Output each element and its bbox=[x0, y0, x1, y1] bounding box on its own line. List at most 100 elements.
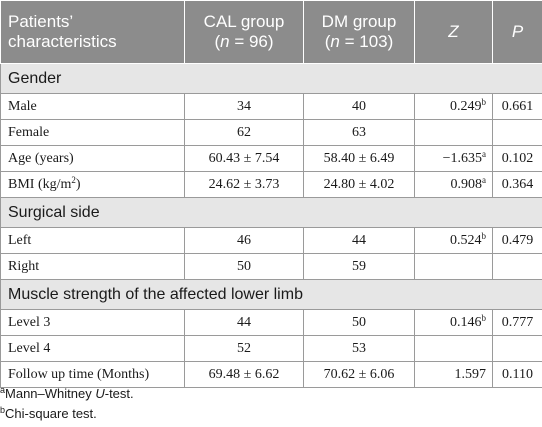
z-footnote-mark: a bbox=[482, 148, 486, 159]
z-value: 0.249b bbox=[414, 93, 493, 120]
header-dm-n-var: n bbox=[330, 32, 340, 51]
table-row: BMI (kg/m2) 24.62 ± 3.73 24.80 ± 4.02 0.… bbox=[0, 171, 542, 198]
z-footnote-mark: b bbox=[481, 230, 487, 241]
row-label: Level 3 bbox=[0, 309, 185, 336]
footnote-a-text-pre: Mann–Whitney bbox=[5, 386, 96, 401]
header-dm-group: DM group (n = 103) bbox=[303, 0, 415, 64]
header-p-label: P bbox=[511, 22, 524, 41]
cal-value: 46 bbox=[184, 227, 304, 254]
table-row: Right 50 59 bbox=[0, 253, 542, 280]
cal-value: 62 bbox=[184, 119, 304, 146]
header-dm-n-value: = 103) bbox=[339, 32, 394, 51]
z-value: 1.597 bbox=[414, 361, 493, 388]
p-value: 0.102 bbox=[492, 145, 542, 172]
header-cal-group-label: CAL group bbox=[203, 12, 285, 31]
header-dm-group-label: DM group bbox=[321, 12, 397, 31]
p-value bbox=[492, 253, 542, 280]
row-label: BMI (kg/m2) bbox=[0, 171, 185, 198]
table-row: Level 3 44 50 0.146b 0.777 bbox=[0, 309, 542, 336]
row-label-end: ) bbox=[75, 176, 81, 192]
z-number: 1.597 bbox=[454, 366, 487, 382]
z-number: 0.908 bbox=[450, 176, 483, 192]
section-row-surgical-side: Surgical side bbox=[0, 197, 542, 228]
row-label-main: BMI (kg/m bbox=[8, 176, 72, 192]
p-value: 0.479 bbox=[492, 227, 542, 254]
header-characteristics: Patients’ characteristics bbox=[0, 0, 185, 64]
p-value: 0.364 bbox=[492, 171, 542, 198]
p-value: 0.661 bbox=[492, 93, 542, 120]
section-gender: Gender bbox=[0, 63, 542, 94]
section-surgical-side: Surgical side bbox=[0, 197, 542, 228]
header-z: Z bbox=[414, 0, 493, 64]
z-footnote-mark: a bbox=[482, 174, 486, 185]
table-footnotes: aMann–Whitney U-test. bChi-square test. bbox=[0, 384, 134, 424]
dm-value: 63 bbox=[303, 119, 415, 146]
dm-value: 59 bbox=[303, 253, 415, 280]
row-label-sup: 2 bbox=[71, 174, 76, 185]
z-number: 0.249 bbox=[450, 98, 482, 114]
row-label: Level 4 bbox=[0, 335, 185, 362]
row-label: Female bbox=[0, 119, 185, 146]
footnote-a-mark: a bbox=[0, 385, 6, 395]
row-label: Right bbox=[0, 253, 185, 280]
footnote-b-text: Chi-square test. bbox=[5, 406, 97, 421]
header-cal-group: CAL group (n = 96) bbox=[184, 0, 304, 64]
dm-value: 44 bbox=[303, 227, 415, 254]
table-row: Follow up time (Months) 69.48 ± 6.62 70.… bbox=[0, 361, 542, 388]
z-number: 0.524 bbox=[450, 232, 482, 248]
dm-value: 40 bbox=[303, 93, 415, 120]
table-row: Left 46 44 0.524b 0.479 bbox=[0, 227, 542, 254]
row-label: Left bbox=[0, 227, 185, 254]
z-number: 0.146 bbox=[450, 314, 482, 330]
z-value bbox=[414, 119, 493, 146]
p-value: 0.110 bbox=[492, 361, 542, 388]
z-number: −1.635 bbox=[442, 150, 482, 166]
row-label: Male bbox=[0, 93, 185, 120]
z-footnote-mark: b bbox=[481, 312, 487, 323]
footnote-a: aMann–Whitney U-test. bbox=[0, 384, 134, 404]
header-cal-n-prefix: ( bbox=[214, 32, 221, 51]
header-row: Patients’ characteristics CAL group (n =… bbox=[0, 0, 542, 64]
table-row: Level 4 52 53 bbox=[0, 335, 542, 362]
header-z-label: Z bbox=[448, 22, 459, 41]
cal-value: 34 bbox=[184, 93, 304, 120]
cal-value: 50 bbox=[184, 253, 304, 280]
header-cal-n-var: n bbox=[220, 32, 230, 51]
p-value: 0.777 bbox=[492, 309, 542, 336]
cal-value: 24.62 ± 3.73 bbox=[184, 171, 304, 198]
section-row-gender: Gender bbox=[0, 63, 542, 94]
header-p: P bbox=[492, 0, 542, 64]
cal-value: 52 bbox=[184, 335, 304, 362]
footnote-b-mark: b bbox=[0, 405, 6, 415]
z-value: −1.635a bbox=[414, 145, 493, 172]
table-row: Age (years) 60.43 ± 7.54 58.40 ± 6.49 −1… bbox=[0, 145, 542, 172]
row-label: Follow up time (Months) bbox=[0, 361, 185, 388]
row-label: Age (years) bbox=[0, 145, 185, 172]
z-footnote-mark: b bbox=[481, 96, 487, 107]
dm-value: 50 bbox=[303, 309, 415, 336]
header-cal-n-value: = 96) bbox=[229, 32, 274, 51]
z-value: 0.524b bbox=[414, 227, 493, 254]
table-row: Female 62 63 bbox=[0, 119, 542, 146]
z-value bbox=[414, 335, 493, 362]
footnote-b: bChi-square test. bbox=[0, 404, 134, 424]
p-value bbox=[492, 335, 542, 362]
z-value: 0.146b bbox=[414, 309, 493, 336]
dm-value: 58.40 ± 6.49 bbox=[303, 145, 415, 172]
cal-value: 69.48 ± 6.62 bbox=[184, 361, 304, 388]
z-value bbox=[414, 253, 493, 280]
footnote-a-text-post: -test. bbox=[104, 386, 134, 401]
patient-characteristics-table: Patients’ characteristics CAL group (n =… bbox=[0, 0, 542, 388]
cal-value: 44 bbox=[184, 309, 304, 336]
section-muscle-strength: Muscle strength of the affected lower li… bbox=[0, 279, 542, 310]
dm-value: 70.62 ± 6.06 bbox=[303, 361, 415, 388]
cal-value: 60.43 ± 7.54 bbox=[184, 145, 304, 172]
header-dm-n-prefix: ( bbox=[324, 32, 331, 51]
dm-value: 24.80 ± 4.02 bbox=[303, 171, 415, 198]
section-row-muscle-strength: Muscle strength of the affected lower li… bbox=[0, 279, 542, 310]
footnote-a-text-italic: U bbox=[95, 386, 105, 401]
dm-value: 53 bbox=[303, 335, 415, 362]
p-value bbox=[492, 119, 542, 146]
table-row: Male 34 40 0.249b 0.661 bbox=[0, 93, 542, 120]
z-value: 0.908a bbox=[414, 171, 493, 198]
